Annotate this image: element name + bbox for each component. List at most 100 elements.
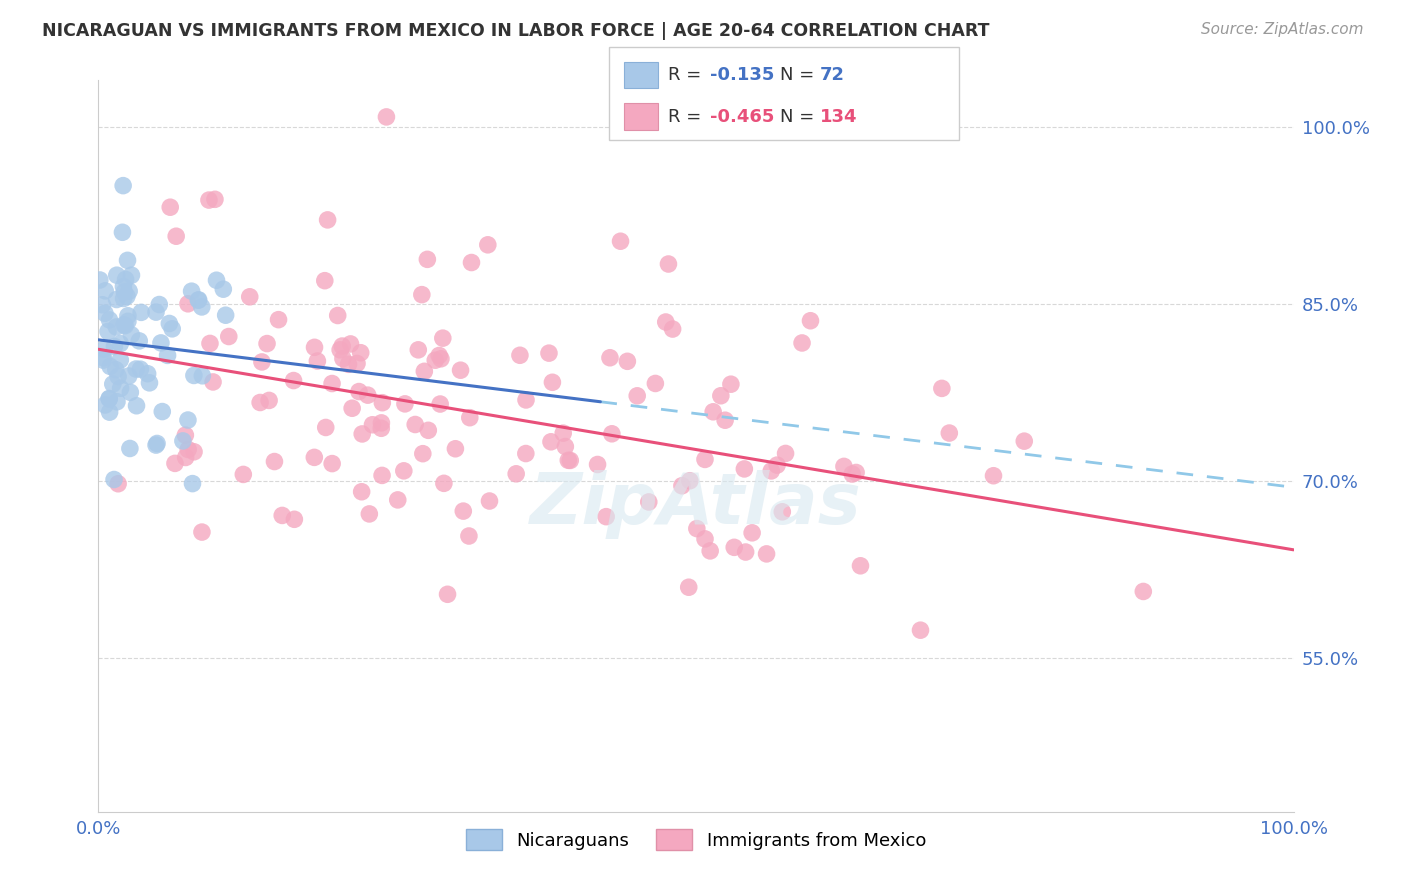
Point [436, 587, 458, 601]
Point [110, 353, 132, 368]
Point [432, 331, 454, 345]
Point [910, 623, 932, 637]
Point [799, 314, 821, 328]
Point [98, 313, 121, 327]
Point [357, 388, 380, 402]
Point [125, 362, 148, 376]
Point [404, 417, 426, 432]
Point [832, 459, 855, 474]
Point [112, 285, 135, 299]
Point [314, 274, 336, 288]
Point [112, 279, 135, 293]
Point [1012, 434, 1035, 449]
Text: N =: N = [780, 66, 820, 84]
Point [125, 399, 148, 413]
Point [734, 545, 756, 559]
Point [515, 392, 537, 407]
Point [702, 405, 724, 419]
Point [444, 442, 467, 456]
Point [425, 353, 447, 368]
Point [418, 423, 440, 437]
Point [515, 446, 537, 460]
Point [540, 434, 562, 449]
Point [315, 420, 337, 434]
Point [111, 225, 134, 239]
Text: 134: 134 [820, 108, 858, 126]
Point [761, 464, 783, 478]
Point [671, 479, 693, 493]
Point [181, 476, 204, 491]
Point [214, 308, 236, 322]
Point [94, 306, 117, 320]
Point [129, 362, 152, 376]
Point [340, 401, 363, 416]
Point [98, 392, 121, 406]
Text: R =: R = [668, 66, 707, 84]
Point [433, 476, 456, 491]
Point [332, 351, 354, 366]
Point [347, 384, 370, 399]
Point [177, 413, 200, 427]
Point [250, 355, 273, 369]
Point [595, 509, 617, 524]
Point [187, 293, 209, 308]
Point [177, 297, 200, 311]
Point [256, 336, 278, 351]
Point [678, 580, 700, 594]
Point [609, 234, 631, 248]
Point [352, 426, 374, 441]
Point [321, 457, 343, 471]
Point [394, 397, 416, 411]
Point [693, 532, 716, 546]
Point [460, 255, 482, 269]
Point [149, 335, 172, 350]
Point [239, 290, 262, 304]
Point [316, 213, 339, 227]
Point [710, 389, 733, 403]
Text: ZipAtlas: ZipAtlas [530, 470, 862, 539]
Point [180, 284, 202, 298]
Point [117, 309, 139, 323]
Point [720, 377, 742, 392]
Point [755, 547, 778, 561]
Point [387, 492, 409, 507]
Point [271, 508, 294, 523]
Point [105, 394, 128, 409]
Point [103, 339, 125, 353]
Point [91, 298, 114, 312]
Point [218, 329, 240, 343]
Point [766, 458, 789, 472]
Point [845, 466, 868, 480]
Point [145, 438, 167, 452]
Point [346, 356, 368, 370]
Point [110, 381, 132, 395]
Point [359, 507, 381, 521]
Point [191, 524, 214, 539]
Point [263, 454, 285, 468]
Point [304, 340, 326, 354]
Text: R =: R = [668, 108, 707, 126]
Point [661, 322, 683, 336]
Point [146, 436, 169, 450]
Point [770, 505, 793, 519]
Point [983, 468, 1005, 483]
Point [174, 428, 197, 442]
Point [105, 268, 128, 283]
Point [370, 421, 392, 435]
Point [98, 392, 121, 406]
Point [679, 474, 702, 488]
Point [430, 351, 453, 366]
Point [453, 504, 475, 518]
Point [110, 336, 132, 351]
Point [413, 364, 436, 378]
Point [849, 558, 872, 573]
Point [120, 385, 142, 400]
Point [841, 467, 863, 481]
Point [177, 442, 200, 457]
Point [686, 522, 709, 536]
Point [156, 348, 179, 362]
Point [117, 314, 139, 328]
Point [406, 343, 429, 357]
Point [105, 320, 128, 334]
Point [600, 426, 623, 441]
